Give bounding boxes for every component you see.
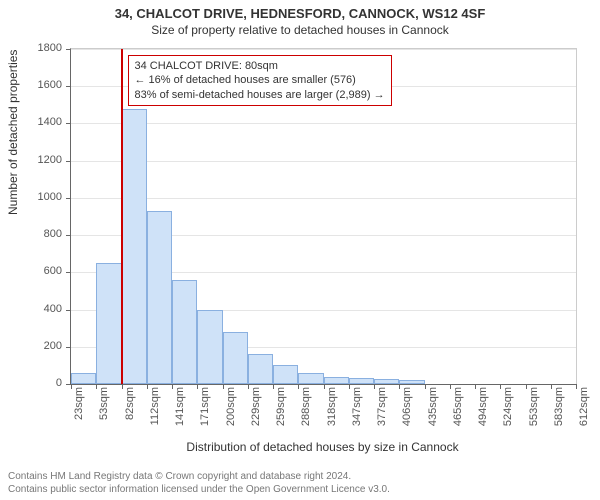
x-tick-label: 612sqm (578, 387, 590, 426)
title-line-1: 34, CHALCOT DRIVE, HEDNESFORD, CANNOCK, … (0, 6, 600, 21)
y-tick-label: 200 (44, 340, 62, 352)
histogram-bar (223, 332, 248, 384)
x-tick-label: 553sqm (528, 387, 540, 426)
property-marker-line (121, 49, 123, 384)
histogram-bar (248, 354, 273, 384)
histogram-bar (96, 263, 121, 384)
annotation-line: 34 CHALCOT DRIVE: 80sqm (135, 59, 385, 73)
x-tick-mark (576, 384, 577, 389)
x-tick-label: 53sqm (98, 387, 110, 420)
y-tick-label: 0 (56, 377, 62, 389)
x-tick-label: 465sqm (452, 387, 464, 426)
plot-area: 34 CHALCOT DRIVE: 80sqm← 16% of detached… (70, 48, 577, 385)
footer-line-2: Contains public sector information licen… (8, 484, 592, 497)
y-tick-label: 400 (44, 303, 62, 315)
y-axis-ticks: 020040060080010001200140016001800 (0, 48, 66, 383)
x-tick-label: 171sqm (199, 387, 211, 426)
x-tick-label: 229sqm (250, 387, 262, 426)
x-tick-label: 141sqm (174, 387, 186, 426)
y-tick-label: 1800 (38, 42, 62, 54)
y-tick-label: 800 (44, 228, 62, 240)
x-tick-label: 23sqm (73, 387, 85, 420)
x-tick-label: 435sqm (427, 387, 439, 426)
chart-figure: 34, CHALCOT DRIVE, HEDNESFORD, CANNOCK, … (0, 0, 600, 500)
x-tick-label: 82sqm (124, 387, 136, 420)
title-line-2: Size of property relative to detached ho… (0, 23, 600, 37)
histogram-bar (122, 109, 147, 384)
y-tick-label: 1200 (38, 154, 62, 166)
histogram-bar (172, 280, 197, 384)
x-tick-label: 318sqm (326, 387, 338, 426)
x-tick-label: 112sqm (149, 387, 161, 425)
x-tick-label: 583sqm (553, 387, 565, 426)
y-tick-label: 600 (44, 265, 62, 277)
x-tick-label: 377sqm (376, 387, 388, 426)
annotation-line: ← 16% of detached houses are smaller (57… (135, 73, 385, 87)
plot-canvas: 34 CHALCOT DRIVE: 80sqm← 16% of detached… (71, 49, 576, 384)
y-tick-label: 1400 (38, 116, 62, 128)
histogram-bar (147, 211, 172, 384)
footer-attribution: Contains HM Land Registry data © Crown c… (8, 471, 592, 496)
y-tick-label: 1600 (38, 79, 62, 91)
x-tick-label: 524sqm (502, 387, 514, 426)
x-axis-ticks: 23sqm 53sqm 82sqm 112sqm 141sqm 171sqm 200sqm 2… (70, 383, 575, 443)
x-tick-label: 406sqm (401, 387, 413, 426)
histogram-bar (197, 310, 222, 384)
title-block: 34, CHALCOT DRIVE, HEDNESFORD, CANNOCK, … (0, 0, 600, 37)
x-tick-label: 494sqm (477, 387, 489, 426)
annotation-box: 34 CHALCOT DRIVE: 80sqm← 16% of detached… (128, 55, 392, 106)
histogram-bar (273, 365, 298, 384)
x-tick-label: 347sqm (351, 387, 363, 426)
footer-line-1: Contains HM Land Registry data © Crown c… (8, 471, 592, 484)
x-tick-label: 200sqm (225, 387, 237, 426)
y-tick-label: 1000 (38, 191, 62, 203)
x-tick-label: 288sqm (300, 387, 312, 426)
x-tick-label: 259sqm (275, 387, 287, 426)
x-axis-label: Distribution of detached houses by size … (70, 440, 575, 454)
annotation-line: 83% of semi-detached houses are larger (… (135, 88, 385, 102)
